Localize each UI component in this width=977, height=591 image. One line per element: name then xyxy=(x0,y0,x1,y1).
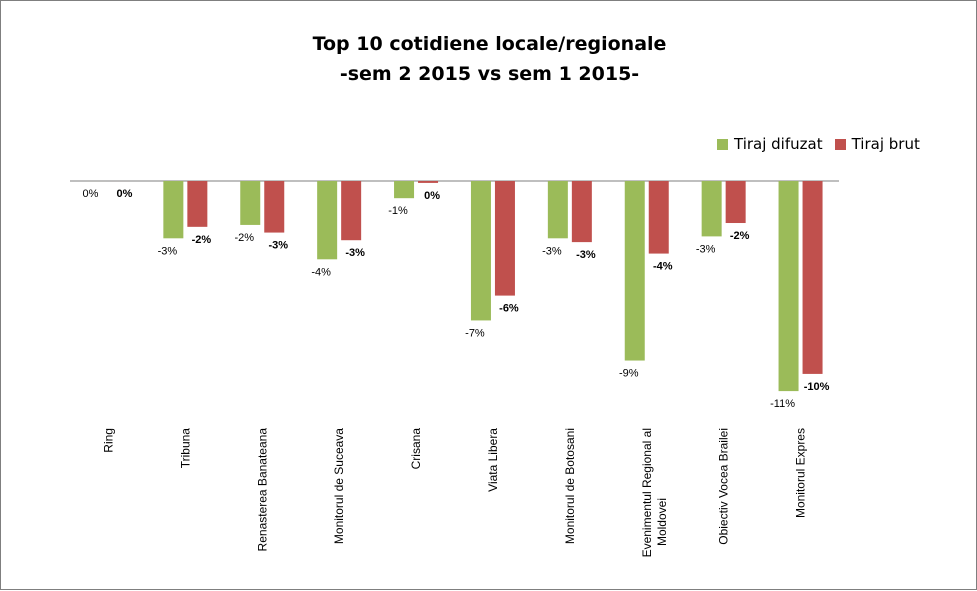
bar-tiraj-difuzat-monitorul-de-botosani xyxy=(548,181,568,238)
category-label-crisana: Crisana xyxy=(409,428,423,470)
bar-tiraj-difuzat-monitorul-expres xyxy=(779,181,799,391)
data-label-tiraj-brut-monitorul-expres: -10% xyxy=(804,381,830,393)
data-label-tiraj-difuzat-obiectiv-vocea-brailei: -3% xyxy=(696,243,716,255)
data-label-tiraj-difuzat-evenimentul-regional-al-moldovei: -9% xyxy=(619,368,639,380)
bar-tiraj-brut-viata-libera xyxy=(495,181,515,296)
category-label-monitorul-expres: Monitorul Expres xyxy=(794,428,808,518)
category-label-tribuna: Tribuna xyxy=(178,428,192,469)
data-label-tiraj-difuzat-crisana: -1% xyxy=(388,205,408,217)
data-label-tiraj-brut-crisana: 0% xyxy=(424,190,440,202)
data-label-tiraj-difuzat-monitorul-expres: -11% xyxy=(770,398,795,410)
bar-tiraj-difuzat-tribuna xyxy=(163,181,183,238)
data-label-tiraj-brut-ring: 0% xyxy=(116,188,132,200)
bar-tiraj-brut-monitorul-expres xyxy=(803,181,823,374)
data-label-tiraj-difuzat-viata-libera: -7% xyxy=(465,327,485,339)
data-label-tiraj-difuzat-renasterea-banateana: -2% xyxy=(234,232,254,244)
bar-tiraj-difuzat-viata-libera xyxy=(471,181,491,320)
bar-tiraj-difuzat-evenimentul-regional-al-moldovei xyxy=(625,181,645,361)
bar-tiraj-brut-renasterea-banateana xyxy=(264,181,284,233)
category-label-monitorul-de-botosani: Monitorul de Botosani xyxy=(563,428,577,544)
data-label-tiraj-difuzat-monitorul-de-botosani: -3% xyxy=(542,245,562,257)
bar-tiraj-brut-monitorul-de-botosani xyxy=(572,181,592,242)
bar-tiraj-difuzat-crisana xyxy=(394,181,414,198)
data-label-tiraj-brut-renasterea-banateana: -3% xyxy=(268,240,288,252)
bar-tiraj-brut-monitorul-de-suceava xyxy=(341,181,361,240)
category-label-evenimentul-regional-al-moldovei: Evenimentul Regional alMoldovei xyxy=(640,428,669,557)
bar-tiraj-difuzat-renasterea-banateana xyxy=(240,181,260,225)
data-label-tiraj-brut-evenimentul-regional-al-moldovei: -4% xyxy=(653,261,673,273)
bar-tiraj-brut-evenimentul-regional-al-moldovei xyxy=(649,181,669,254)
category-label-viata-libera: Viata Libera xyxy=(486,428,500,492)
bar-tiraj-difuzat-obiectiv-vocea-brailei xyxy=(702,181,722,236)
data-label-tiraj-brut-viata-libera: -6% xyxy=(499,303,519,315)
data-label-tiraj-brut-obiectiv-vocea-brailei: -2% xyxy=(730,230,750,242)
category-label-renasterea-banateana: Renasterea Banateana xyxy=(255,428,269,552)
bar-tiraj-brut-tribuna xyxy=(187,181,207,227)
data-label-tiraj-difuzat-monitorul-de-suceava: -4% xyxy=(311,266,331,278)
category-label-monitorul-de-suceava: Monitorul de Suceava xyxy=(332,428,346,544)
bar-tiraj-difuzat-monitorul-de-suceava xyxy=(317,181,337,259)
bar-tiraj-brut-crisana xyxy=(418,181,438,183)
data-label-tiraj-brut-tribuna: -2% xyxy=(192,234,212,246)
data-label-tiraj-difuzat-ring: 0% xyxy=(82,188,98,200)
category-label-obiectiv-vocea-brailei: Obiectiv Vocea Brailei xyxy=(717,428,731,545)
data-label-tiraj-brut-monitorul-de-botosani: -3% xyxy=(576,249,596,261)
data-label-tiraj-brut-monitorul-de-suceava: -3% xyxy=(345,247,365,259)
bar-tiraj-brut-obiectiv-vocea-brailei xyxy=(726,181,746,223)
category-label-ring: Ring xyxy=(101,428,115,453)
data-label-tiraj-difuzat-tribuna: -3% xyxy=(158,245,178,257)
